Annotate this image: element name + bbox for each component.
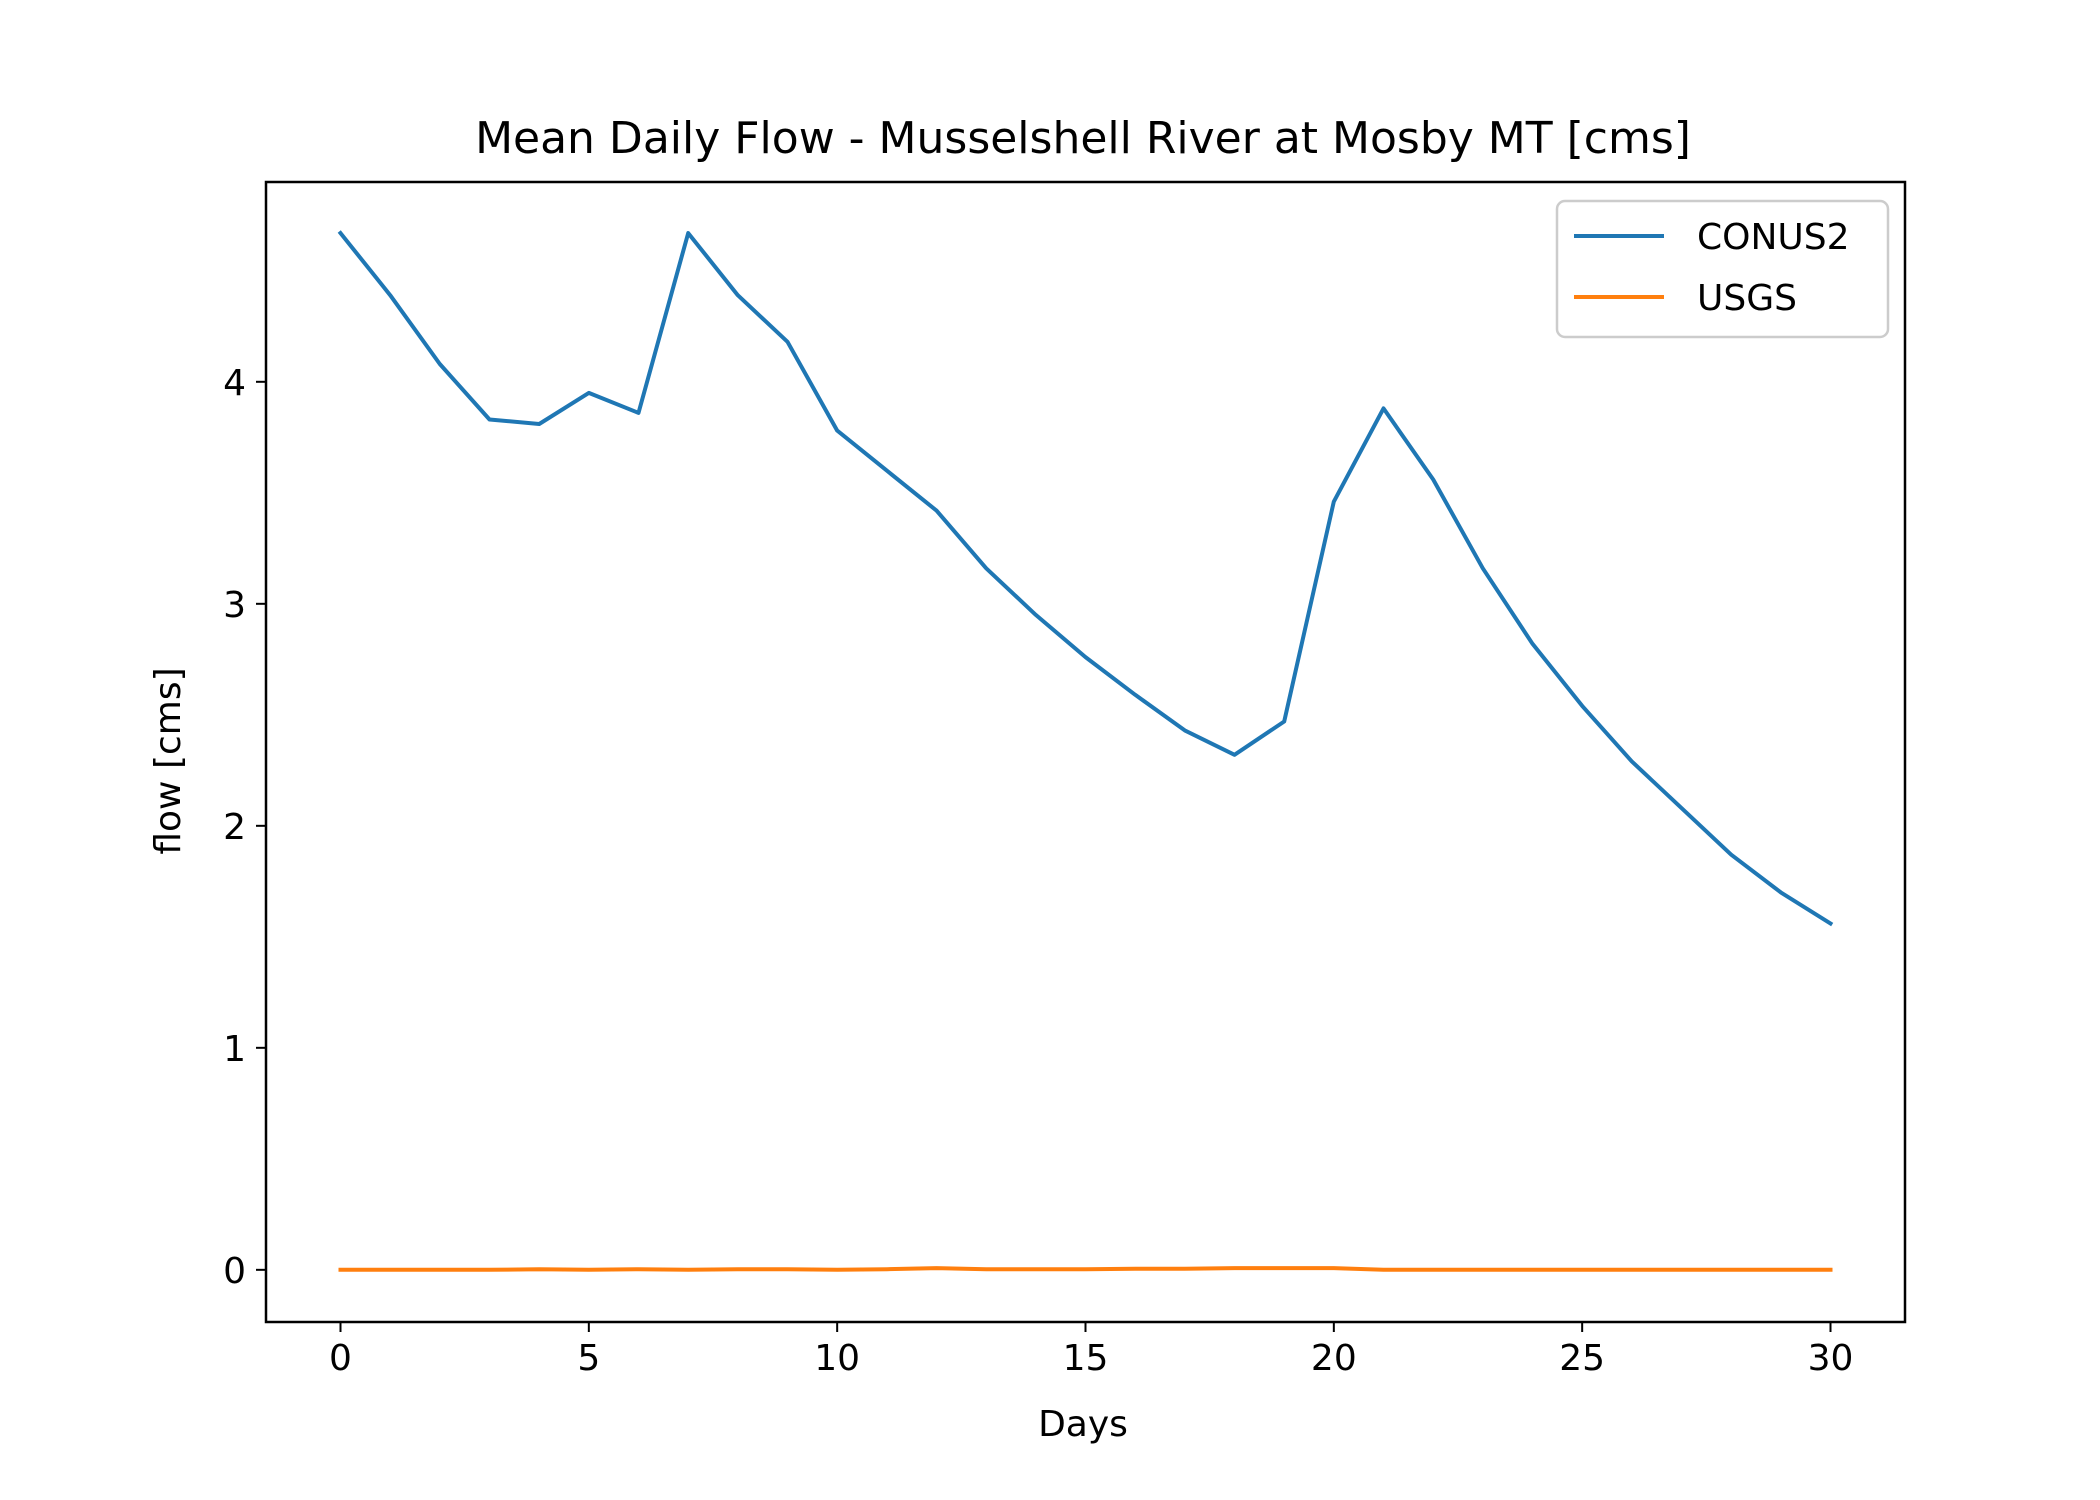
x-axis-label: Days xyxy=(1038,1404,1128,1445)
x-tick-label: 20 xyxy=(1311,1338,1357,1379)
legend-label-conus2: CONUS2 xyxy=(1697,217,1850,258)
y-tick-label: 3 xyxy=(223,585,246,626)
x-tick-label: 15 xyxy=(1063,1338,1109,1379)
chart-title: Mean Daily Flow - Musselshell River at M… xyxy=(475,113,1691,164)
axes-frame xyxy=(264,180,1907,1324)
y-tick-label: 0 xyxy=(223,1251,246,1292)
series-line-usgs xyxy=(338,1266,1833,1272)
legend-label-usgs: USGS xyxy=(1697,278,1797,319)
axis-ticks: 0 5 10 15 20 25 30 0 1 2 3 4 xyxy=(223,363,1853,1379)
x-tick-label: 0 xyxy=(329,1338,352,1379)
series-line-conus2 xyxy=(337,230,1834,927)
plot-area xyxy=(337,230,1834,1272)
y-axis-label: flow [cms] xyxy=(148,667,189,854)
y-tick-label: 4 xyxy=(223,363,246,404)
y-tick-label: 2 xyxy=(223,807,246,848)
x-tick-label: 30 xyxy=(1808,1338,1854,1379)
legend: CONUS2 USGS xyxy=(1555,199,1890,339)
x-tick-label: 10 xyxy=(814,1338,860,1379)
y-tick-label: 1 xyxy=(223,1029,246,1070)
x-tick-label: 25 xyxy=(1559,1338,1605,1379)
x-tick-label: 5 xyxy=(577,1338,600,1379)
